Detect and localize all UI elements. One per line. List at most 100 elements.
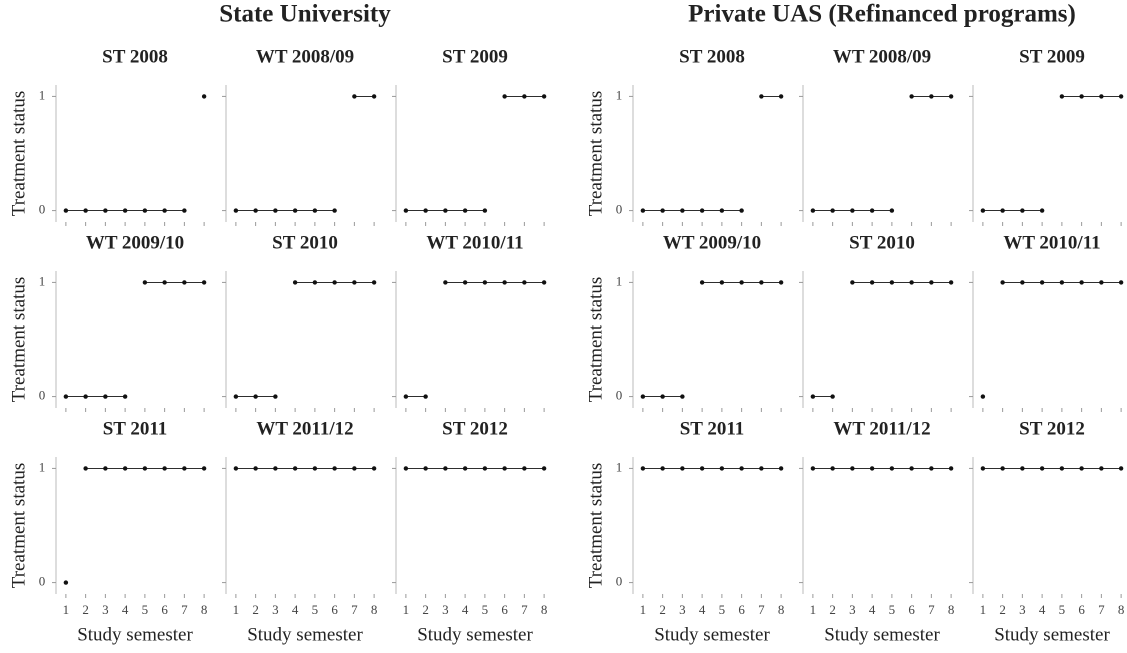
point — [273, 208, 278, 213]
point — [103, 466, 108, 471]
panel-title: ST 2012 — [442, 418, 508, 439]
x-tick-label: 7 — [758, 602, 765, 617]
x-axis-label: Study semester — [77, 624, 193, 645]
point — [1000, 466, 1005, 471]
point — [403, 466, 409, 471]
point — [182, 280, 187, 285]
point — [739, 466, 744, 471]
y-tick-label: 0 — [616, 574, 623, 589]
x-tick-label: 6 — [161, 602, 168, 617]
point — [122, 208, 128, 213]
x-tick-label: 1 — [640, 602, 647, 617]
point — [312, 466, 318, 471]
point — [63, 394, 69, 399]
point — [201, 94, 207, 99]
x-tick-label: 3 — [679, 602, 686, 617]
panel-title: ST 2008 — [102, 46, 168, 67]
point — [273, 466, 278, 471]
x-tick-label: 2 — [422, 602, 429, 617]
x-tick-label: 8 — [948, 602, 955, 617]
x-tick-label: 6 — [331, 602, 338, 617]
point — [889, 280, 895, 285]
x-axis-label: Study semester — [247, 624, 363, 645]
point — [1118, 94, 1124, 99]
x-tick-label: 8 — [541, 602, 548, 617]
x-tick-label: 2 — [829, 602, 836, 617]
point — [1000, 280, 1005, 285]
point — [312, 280, 318, 285]
point — [142, 466, 148, 471]
point — [660, 208, 665, 213]
y-tick-label: 1 — [616, 87, 623, 102]
panel-title: WT 2009/10 — [86, 232, 184, 253]
point — [1099, 94, 1104, 99]
point — [739, 208, 744, 213]
y-tick-label: 1 — [39, 459, 46, 474]
y-tick-label: 0 — [39, 574, 46, 589]
point — [1118, 280, 1124, 285]
group-title: State University — [219, 1, 391, 28]
point — [1020, 466, 1025, 471]
x-tick-label: 4 — [1039, 602, 1046, 617]
point — [312, 208, 318, 213]
point — [462, 208, 468, 213]
point — [253, 394, 258, 399]
point — [830, 394, 835, 399]
point — [948, 280, 954, 285]
y-axis-label: Treatment status — [585, 277, 606, 402]
panel-title: ST 2009 — [442, 46, 508, 67]
point — [332, 208, 337, 213]
panel-title: ST 2010 — [849, 232, 915, 253]
point — [502, 94, 507, 99]
x-axis-label: Study semester — [417, 624, 533, 645]
point — [162, 208, 167, 213]
point — [83, 208, 88, 213]
point — [980, 394, 986, 399]
y-tick-label: 0 — [39, 388, 46, 403]
point — [1020, 280, 1025, 285]
panel-title: ST 2009 — [1019, 46, 1085, 67]
x-tick-label: 3 — [102, 602, 109, 617]
point — [482, 208, 488, 213]
y-tick-label: 1 — [616, 459, 623, 474]
point — [909, 466, 914, 471]
point — [253, 208, 258, 213]
x-tick-label: 2 — [252, 602, 259, 617]
point — [759, 466, 764, 471]
x-tick-label: 2 — [999, 602, 1006, 617]
x-tick-label: 4 — [122, 602, 129, 617]
point — [162, 466, 167, 471]
point — [352, 466, 357, 471]
point — [830, 466, 835, 471]
point — [103, 394, 108, 399]
point — [640, 466, 646, 471]
x-tick-label: 5 — [1059, 602, 1066, 617]
panel-title: WT 2011/12 — [833, 418, 930, 439]
panel-title: ST 2012 — [1019, 418, 1085, 439]
panel-title: WT 2010/11 — [1003, 232, 1100, 253]
panel-title: WT 2011/12 — [256, 418, 353, 439]
point — [482, 466, 488, 471]
point — [292, 280, 298, 285]
point — [233, 466, 239, 471]
point — [1079, 466, 1084, 471]
point — [680, 394, 685, 399]
point — [83, 394, 88, 399]
y-axis-label: Treatment status — [8, 463, 29, 588]
panel-title: ST 2011 — [103, 418, 168, 439]
x-tick-label: 7 — [351, 602, 358, 617]
point — [403, 394, 409, 399]
point — [1000, 208, 1005, 213]
y-axis-label: Treatment status — [585, 91, 606, 216]
point — [122, 394, 128, 399]
point — [778, 94, 784, 99]
y-axis-label: Treatment status — [8, 277, 29, 402]
panel-title: WT 2009/10 — [663, 232, 761, 253]
point — [162, 280, 167, 285]
point — [1039, 280, 1045, 285]
x-tick-label: 4 — [292, 602, 299, 617]
point — [810, 208, 816, 213]
point — [1059, 280, 1065, 285]
point — [680, 466, 685, 471]
